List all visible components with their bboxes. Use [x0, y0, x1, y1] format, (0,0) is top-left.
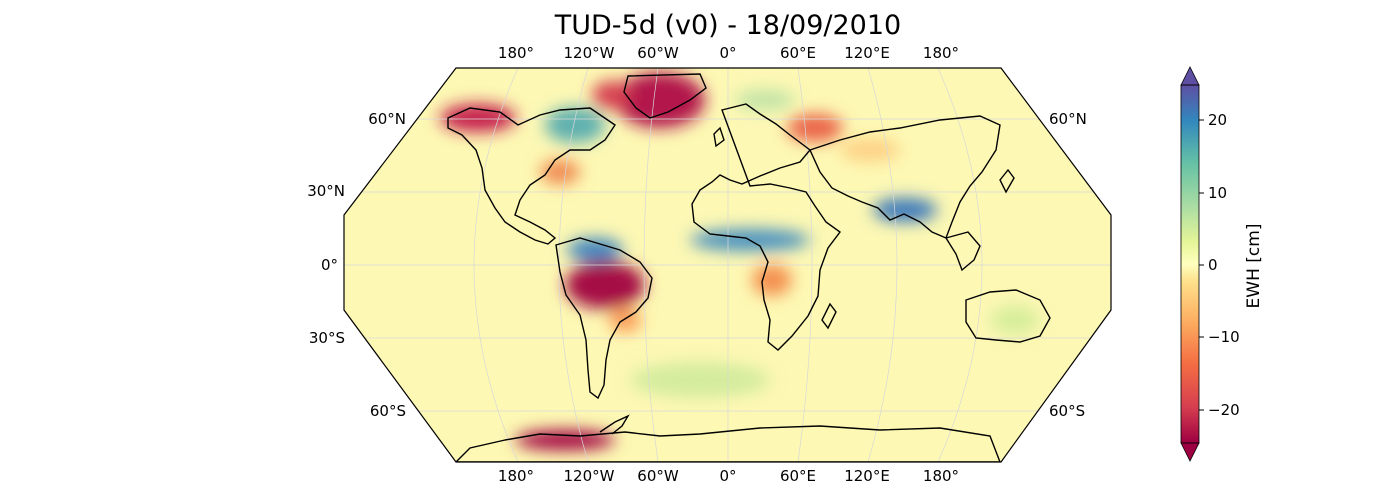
lat-label-left: 30°N — [307, 182, 345, 200]
coastlines — [447, 73, 1051, 462]
lon-label-bottom: 60°E — [779, 467, 817, 485]
lon-label-top: 60°E — [779, 44, 817, 62]
colorbar-tick-label: 10 — [1208, 184, 1228, 202]
colorbar-tick-label: 0 — [1208, 256, 1218, 274]
lat-label-left: 30°S — [308, 329, 345, 347]
lon-label-bottom: 180° — [922, 467, 960, 485]
ewh-field — [344, 68, 1111, 462]
colorbar-tick-label: −10 — [1208, 328, 1240, 346]
lon-label-top: 180° — [922, 44, 960, 62]
lon-label-top: 60°W — [637, 44, 679, 62]
lon-label-bottom: 180° — [497, 467, 535, 485]
lat-label-left: 60°N — [368, 110, 406, 128]
lat-label-right: 60°N — [1049, 110, 1087, 128]
lon-label-top: 180° — [497, 44, 535, 62]
lon-label-top: 120°E — [844, 44, 890, 62]
globe-outline — [343, 67, 1112, 463]
lat-label-right: 60°S — [1049, 402, 1086, 420]
graticule — [344, 68, 1111, 462]
lon-label-top: 0° — [719, 44, 737, 62]
lat-label-left: 0° — [320, 256, 338, 274]
lon-label-bottom: 0° — [719, 467, 737, 485]
map-title: TUD-5d (v0) - 18/09/2010 — [554, 10, 902, 41]
colorbar-tick-label: −20 — [1208, 401, 1240, 419]
lon-label-bottom: 60°W — [637, 467, 679, 485]
colorbar-tick-label: 20 — [1208, 111, 1228, 129]
lon-label-top: 120°W — [563, 44, 615, 62]
lat-label-left: 60°S — [369, 402, 406, 420]
colorbar-label: EWH [cm] — [1244, 223, 1264, 309]
lon-label-bottom: 120°E — [844, 467, 890, 485]
lon-label-bottom: 120°W — [563, 467, 615, 485]
colorbar — [1180, 66, 1204, 462]
